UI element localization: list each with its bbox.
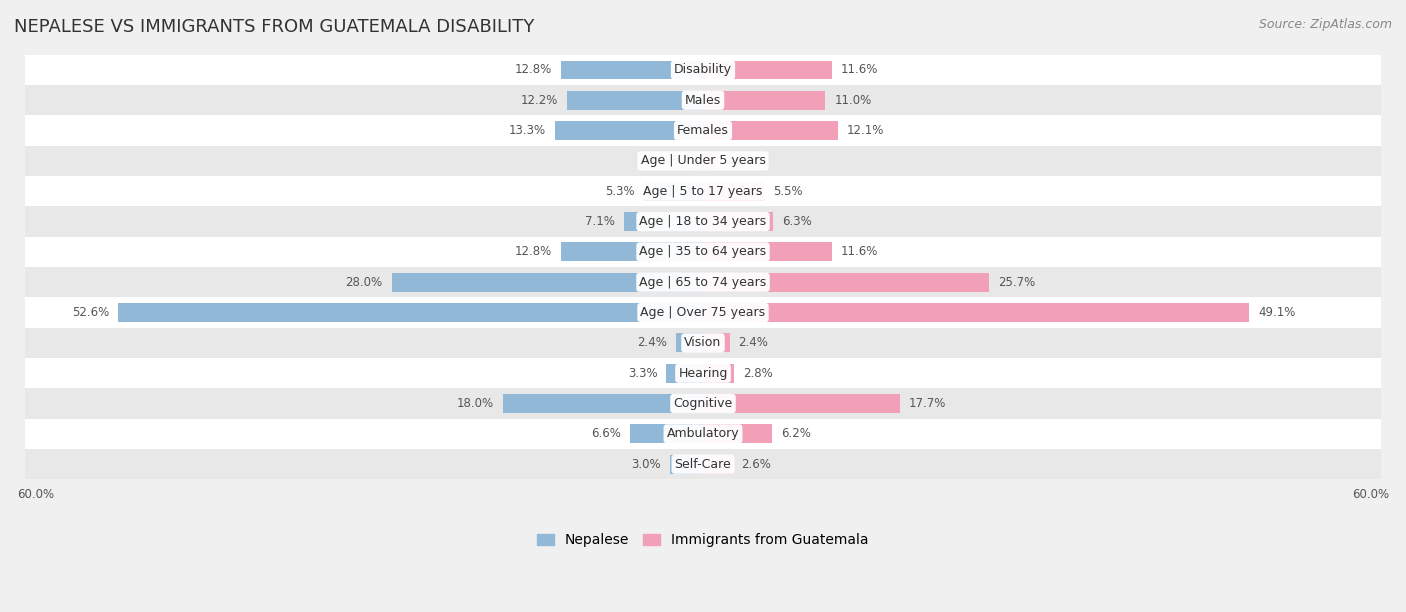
Text: Cognitive: Cognitive	[673, 397, 733, 410]
Text: 1.2%: 1.2%	[725, 154, 755, 168]
Text: Age | 18 to 34 years: Age | 18 to 34 years	[640, 215, 766, 228]
Bar	[14, 389, 1392, 419]
Text: 18.0%: 18.0%	[457, 397, 494, 410]
Bar	[14, 297, 1392, 327]
Bar	[692, 152, 703, 170]
Text: Source: ZipAtlas.com: Source: ZipAtlas.com	[1258, 18, 1392, 31]
Text: 2.8%: 2.8%	[742, 367, 773, 379]
Text: Disability: Disability	[673, 64, 733, 76]
Bar	[14, 116, 1392, 146]
Bar	[503, 394, 703, 413]
Text: 13.3%: 13.3%	[509, 124, 546, 137]
Text: 11.6%: 11.6%	[841, 64, 879, 76]
Text: 6.3%: 6.3%	[782, 215, 811, 228]
Bar	[568, 91, 703, 110]
Text: 25.7%: 25.7%	[998, 276, 1035, 289]
Text: Females: Females	[678, 124, 728, 137]
Bar	[624, 212, 703, 231]
Bar	[14, 237, 1392, 267]
Bar	[703, 364, 734, 382]
Bar	[561, 242, 703, 261]
Bar	[14, 206, 1392, 237]
Bar	[14, 85, 1392, 116]
Bar	[392, 273, 703, 292]
Bar	[561, 61, 703, 80]
Bar	[703, 121, 838, 140]
Text: NEPALESE VS IMMIGRANTS FROM GUATEMALA DISABILITY: NEPALESE VS IMMIGRANTS FROM GUATEMALA DI…	[14, 18, 534, 36]
Legend: Nepalese, Immigrants from Guatemala: Nepalese, Immigrants from Guatemala	[531, 528, 875, 553]
Bar	[703, 455, 733, 474]
Bar	[703, 242, 832, 261]
Text: 11.6%: 11.6%	[841, 245, 879, 258]
Bar	[555, 121, 703, 140]
Text: 28.0%: 28.0%	[346, 276, 382, 289]
Text: 11.0%: 11.0%	[834, 94, 872, 106]
Text: 5.3%: 5.3%	[606, 185, 636, 198]
Text: 49.1%: 49.1%	[1258, 306, 1295, 319]
Bar	[703, 425, 772, 443]
Text: Age | Over 75 years: Age | Over 75 years	[641, 306, 765, 319]
Text: 2.4%: 2.4%	[637, 337, 668, 349]
Bar	[14, 449, 1392, 479]
Bar	[703, 303, 1249, 322]
Text: 12.8%: 12.8%	[515, 64, 551, 76]
Bar	[14, 267, 1392, 297]
Bar	[703, 212, 773, 231]
Bar	[703, 334, 730, 353]
Text: 17.7%: 17.7%	[908, 397, 946, 410]
Bar	[703, 61, 832, 80]
Bar	[14, 54, 1392, 85]
Text: Males: Males	[685, 94, 721, 106]
Bar	[703, 273, 988, 292]
Bar	[14, 419, 1392, 449]
Bar	[703, 152, 716, 170]
Bar	[14, 358, 1392, 389]
Bar	[703, 91, 825, 110]
Text: 0.97%: 0.97%	[647, 154, 683, 168]
Text: 5.5%: 5.5%	[773, 185, 803, 198]
Text: 2.6%: 2.6%	[741, 458, 770, 471]
Text: 6.2%: 6.2%	[780, 427, 811, 441]
Text: Self-Care: Self-Care	[675, 458, 731, 471]
Text: Age | 65 to 74 years: Age | 65 to 74 years	[640, 276, 766, 289]
Bar	[14, 176, 1392, 206]
Text: 12.2%: 12.2%	[522, 94, 558, 106]
Bar	[676, 334, 703, 353]
Text: 2.4%: 2.4%	[738, 337, 769, 349]
Bar	[630, 425, 703, 443]
Text: 3.0%: 3.0%	[631, 458, 661, 471]
Text: Hearing: Hearing	[678, 367, 728, 379]
Bar	[703, 182, 765, 201]
Bar	[14, 327, 1392, 358]
Text: Age | 5 to 17 years: Age | 5 to 17 years	[644, 185, 762, 198]
Text: 12.1%: 12.1%	[846, 124, 884, 137]
Bar	[118, 303, 703, 322]
Text: 7.1%: 7.1%	[585, 215, 616, 228]
Bar	[703, 394, 900, 413]
Text: Vision: Vision	[685, 337, 721, 349]
Text: 12.8%: 12.8%	[515, 245, 551, 258]
Bar	[666, 364, 703, 382]
Bar	[644, 182, 703, 201]
Text: 52.6%: 52.6%	[72, 306, 110, 319]
Text: 6.6%: 6.6%	[591, 427, 620, 441]
Bar	[14, 146, 1392, 176]
Text: Ambulatory: Ambulatory	[666, 427, 740, 441]
Text: 3.3%: 3.3%	[628, 367, 658, 379]
Text: Age | Under 5 years: Age | Under 5 years	[641, 154, 765, 168]
Bar	[669, 455, 703, 474]
Text: Age | 35 to 64 years: Age | 35 to 64 years	[640, 245, 766, 258]
